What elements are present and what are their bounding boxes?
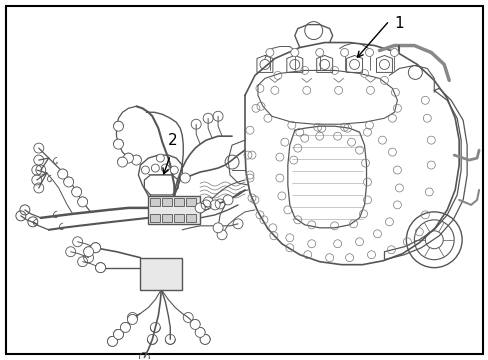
Text: 1: 1 — [394, 15, 403, 31]
Bar — [174, 214, 184, 222]
Bar — [150, 198, 160, 206]
Circle shape — [95, 263, 105, 273]
Circle shape — [290, 49, 298, 57]
Circle shape — [389, 49, 398, 57]
Circle shape — [265, 49, 273, 57]
Circle shape — [190, 319, 200, 329]
Circle shape — [72, 187, 81, 197]
Circle shape — [127, 315, 137, 324]
Circle shape — [117, 157, 127, 167]
Circle shape — [107, 336, 117, 346]
Circle shape — [131, 155, 141, 165]
Circle shape — [217, 230, 226, 240]
Bar — [140, 258, 182, 289]
Circle shape — [213, 223, 223, 233]
Bar — [186, 214, 196, 222]
Circle shape — [340, 49, 348, 57]
Circle shape — [203, 197, 213, 207]
Bar — [150, 214, 160, 222]
Circle shape — [90, 243, 101, 253]
Bar — [162, 198, 172, 206]
Circle shape — [180, 173, 190, 183]
Circle shape — [200, 334, 210, 345]
Circle shape — [195, 203, 205, 213]
Circle shape — [170, 166, 178, 174]
Bar — [174, 198, 184, 206]
Bar — [162, 214, 172, 222]
Text: 2: 2 — [168, 133, 178, 148]
Circle shape — [83, 247, 93, 257]
Circle shape — [58, 169, 67, 179]
Circle shape — [113, 139, 123, 149]
Circle shape — [365, 49, 373, 57]
Circle shape — [123, 153, 133, 163]
Circle shape — [223, 195, 233, 205]
Circle shape — [161, 164, 169, 172]
Circle shape — [141, 166, 149, 174]
Circle shape — [210, 200, 220, 210]
Circle shape — [151, 164, 159, 172]
Circle shape — [63, 177, 74, 187]
Bar — [148, 196, 200, 224]
Circle shape — [78, 197, 87, 207]
Circle shape — [195, 328, 205, 337]
Circle shape — [315, 49, 323, 57]
Circle shape — [156, 154, 164, 162]
Circle shape — [113, 329, 123, 339]
Circle shape — [113, 121, 123, 131]
Bar — [186, 198, 196, 206]
Circle shape — [120, 323, 130, 332]
